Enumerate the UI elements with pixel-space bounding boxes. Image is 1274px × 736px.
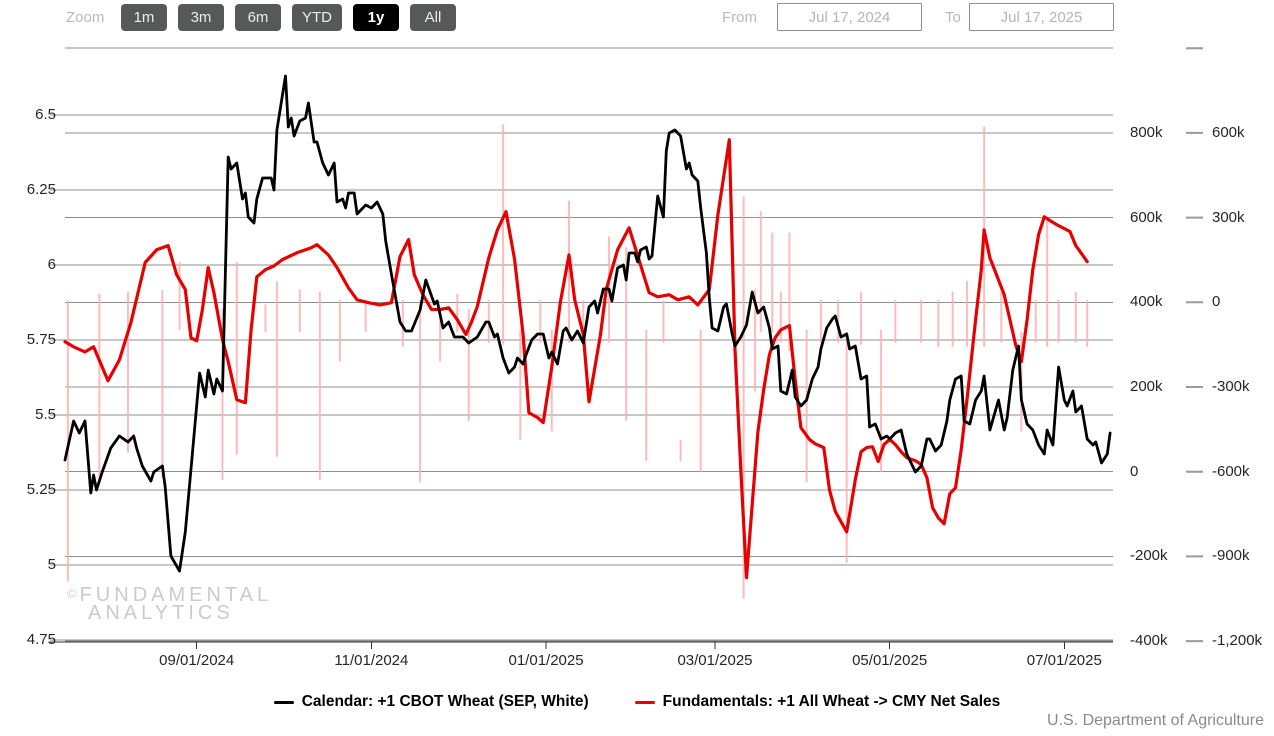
y-axis-left-label: 6.25 — [26, 181, 56, 198]
y-axis-left-label: 5 — [47, 556, 56, 573]
y-axis-right-inner-label: -400k — [1130, 632, 1168, 650]
y-axis-right-outer-label: -1,200k — [1212, 632, 1263, 650]
from-label: From — [722, 9, 757, 26]
x-axis-label: 01/01/2025 — [508, 652, 584, 669]
y-axis-left-label: 5.5 — [35, 406, 56, 423]
watermark-copyright-icon: © — [67, 586, 78, 601]
y-axis-right-outer-label: -300k — [1212, 378, 1250, 395]
y-axis-left-label: 6.5 — [35, 106, 56, 123]
calendar-series-line — [63, 74, 1112, 573]
y-axis-left-label: 5.75 — [26, 331, 56, 348]
y-axis-right-inner-label: -200k — [1130, 547, 1168, 565]
watermark: © FUNDAMENTAL ANALYTICS — [67, 584, 273, 624]
y-axis-right-outer-label: 600k — [1212, 123, 1245, 141]
zoom-button-1y[interactable]: 1y — [353, 4, 399, 31]
y-axis-left-label: 6 — [47, 256, 56, 273]
y-axis-right-inner-label: 400k — [1130, 293, 1163, 311]
zoom-button-3m[interactable]: 3m — [178, 4, 224, 31]
watermark-line1: FUNDAMENTAL — [79, 584, 273, 606]
y-axis-right-outer-label: 300k — [1212, 208, 1245, 226]
x-axis-label: 03/01/2025 — [677, 652, 753, 669]
legend-item[interactable]: Fundamentals: +1 All Wheat -> CMY Net Sa… — [634, 693, 1001, 711]
x-axis-label: 05/01/2025 — [852, 652, 928, 669]
legend-item[interactable]: Calendar: +1 CBOT Wheat (SEP, White) — [273, 693, 589, 711]
source-attribution: U.S. Department of Agriculture — [1047, 712, 1264, 729]
y-axis-right-inner-label: 200k — [1130, 378, 1163, 395]
zoom-button-1m[interactable]: 1m — [121, 4, 167, 31]
y-axis-right-inner-label: 0 — [1130, 462, 1139, 480]
x-axis-label: 07/01/2025 — [1026, 652, 1102, 669]
y-axis-right-outer-label: 0 — [1212, 293, 1221, 311]
legend-series-label: Calendar: +1 CBOT Wheat (SEP, White) — [301, 693, 589, 710]
zoom-button-group: 1m 3m 6m YTD 1y All — [121, 4, 467, 31]
from-date-input[interactable] — [777, 3, 922, 31]
legend-series-dash-icon — [634, 700, 655, 704]
zoom-button-6m[interactable]: 6m — [235, 4, 281, 31]
to-label: To — [945, 9, 961, 26]
legend-series-dash-icon — [273, 700, 294, 704]
x-axis-label: 09/01/2024 — [159, 652, 235, 669]
x-axis-label: 11/01/2024 — [334, 652, 409, 669]
zoom-button-all[interactable]: All — [410, 4, 456, 31]
y-axis-right-outer-label: -600k — [1212, 462, 1250, 480]
y-axis-left-label: 5.25 — [26, 481, 56, 498]
to-date-input[interactable] — [969, 3, 1114, 31]
y-axis-right-inner-label: 800k — [1130, 123, 1163, 141]
legend-series-label: Fundamentals: +1 All Wheat -> CMY Net Sa… — [662, 693, 1001, 710]
zoom-button-ytd[interactable]: YTD — [292, 4, 342, 31]
watermark-line2: ANALYTICS — [88, 602, 234, 624]
y-axis-left-label: 4.75 — [26, 631, 56, 648]
fundamentals-series-line — [63, 138, 1089, 580]
y-axis-right-outer-label: -900k — [1212, 547, 1250, 565]
y-axis-right-inner-label: 600k — [1130, 208, 1163, 226]
zoom-label: Zoom — [66, 9, 105, 26]
legend: Calendar: +1 CBOT Wheat (SEP, White) Fund… — [0, 693, 1274, 711]
